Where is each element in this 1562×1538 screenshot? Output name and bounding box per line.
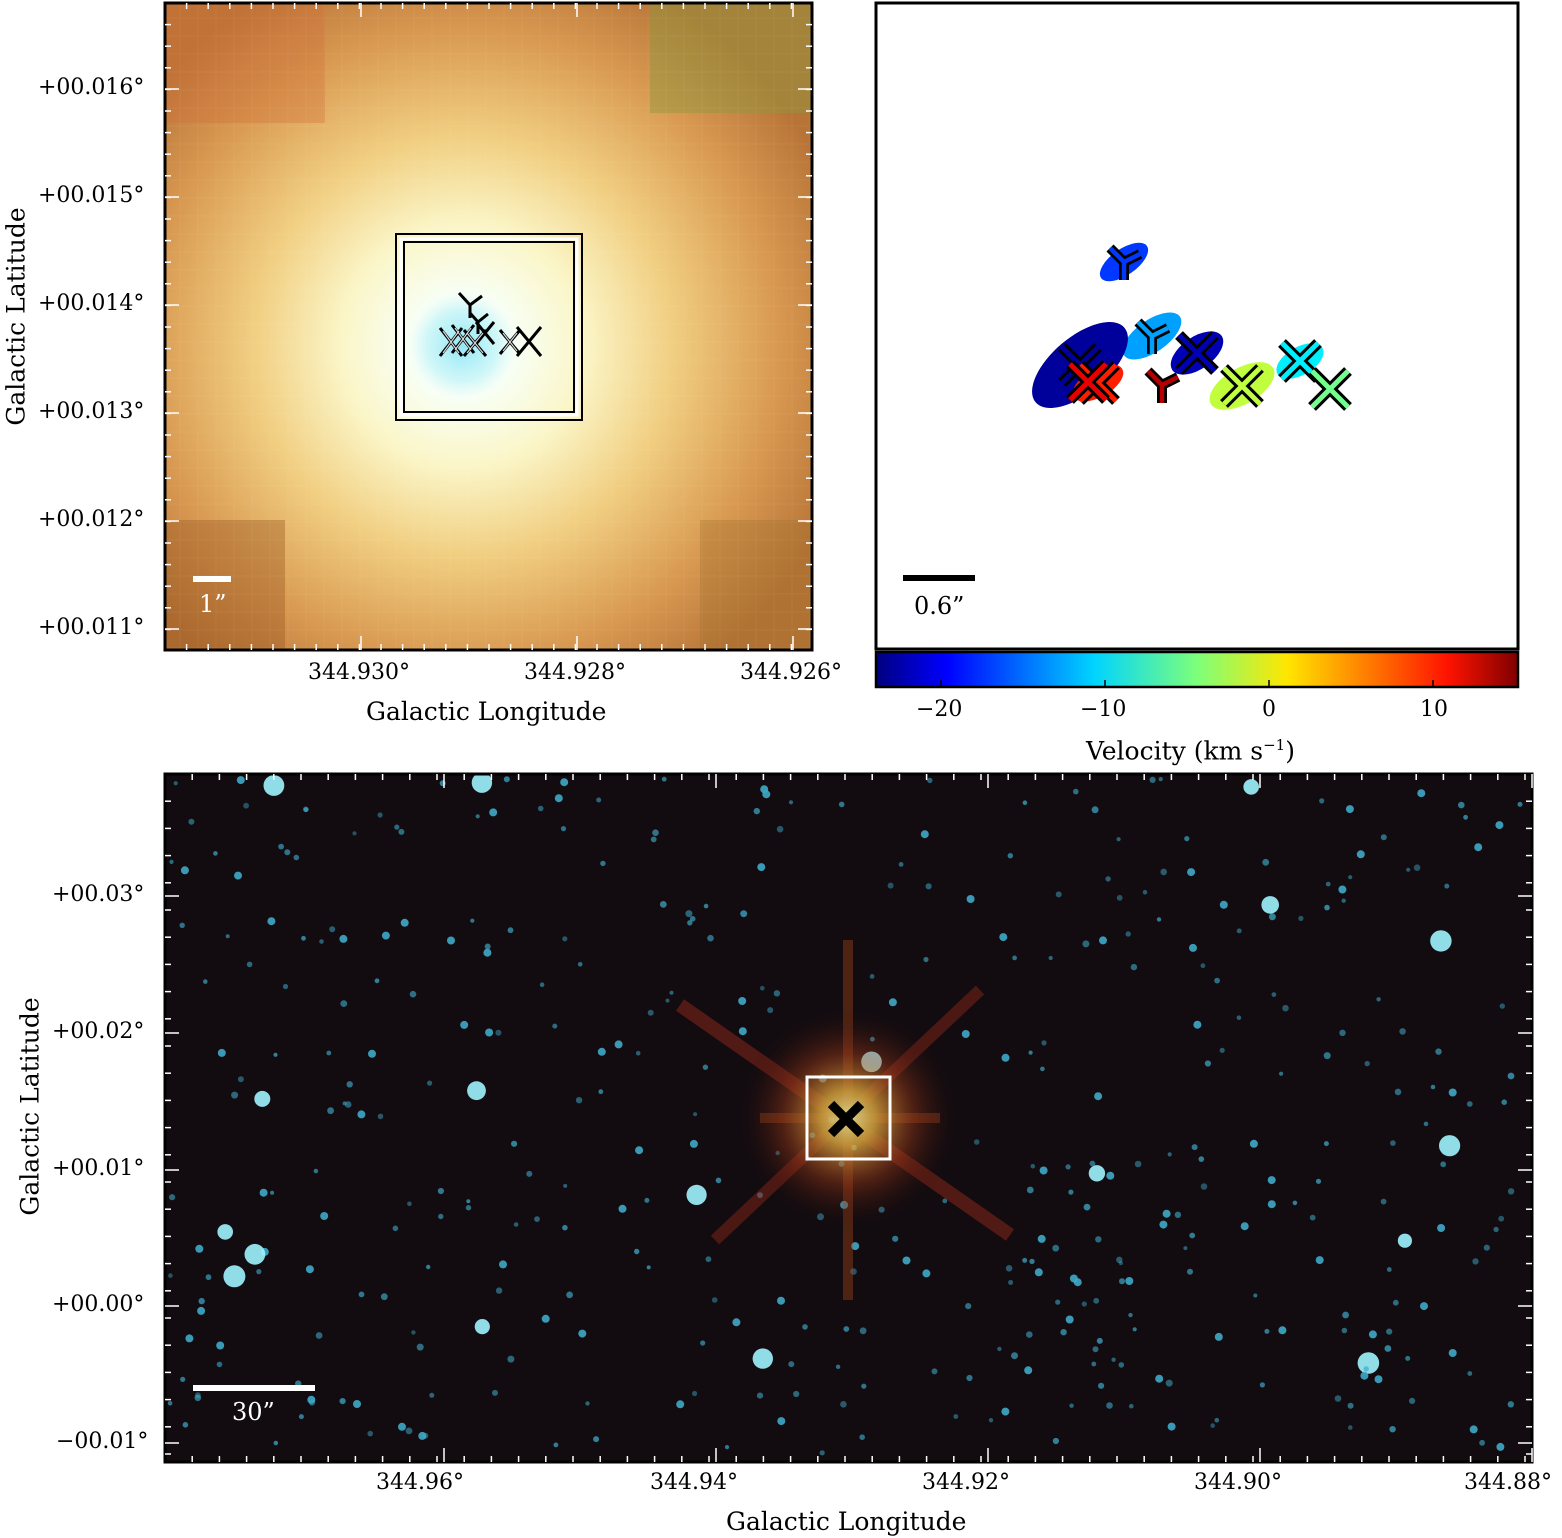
tl-scale-bar-label: 1” — [199, 590, 227, 618]
tl-x-tick-3: 344.926° — [740, 660, 842, 685]
tr-scale-bar-label: 0.6” — [914, 592, 965, 620]
b-x-tick-3: 344.92° — [922, 1470, 1010, 1495]
tl-x-tick-1: 344.930° — [308, 660, 410, 685]
maser-spot-5 — [1209, 362, 1275, 410]
maser-spot-2 — [1122, 312, 1182, 360]
cbar-tick-4: 10 — [1420, 697, 1448, 722]
tl-y-tick-2: +00.015° — [38, 183, 145, 208]
cbar-tick-2: −10 — [1080, 697, 1127, 722]
cbar-tick-1: −20 — [916, 697, 963, 722]
maser-spot-7 — [1308, 367, 1352, 411]
b-x-axis-label: Galactic Longitude — [726, 1507, 967, 1536]
bottom-wide-field-image — [165, 772, 1532, 1462]
top-left-image — [165, 3, 812, 650]
tl-x-tick-2: 344.928° — [524, 660, 626, 685]
maser-spot-1 — [1099, 242, 1149, 282]
b-x-tick-4: 344.90° — [1194, 1470, 1282, 1495]
tl-y-tick-4: +00.013° — [38, 399, 145, 424]
tl-y-tick-1: +00.016° — [38, 75, 145, 100]
b-scale-bar-label: 30” — [232, 1398, 275, 1426]
b-y-tick-3: +00.01° — [52, 1156, 145, 1181]
b-y-tick-2: +00.02° — [52, 1019, 145, 1044]
cbar-tick-3: 0 — [1262, 697, 1276, 722]
maser-spot-3 — [1170, 331, 1224, 375]
b-x-tick-2: 344.94° — [650, 1470, 738, 1495]
b-x-tick-1: 344.96° — [376, 1470, 464, 1495]
b-y-tick-4: +00.00° — [52, 1292, 145, 1317]
cbar-label: Velocity (km s−1) — [1086, 736, 1295, 766]
top-right-spot-map — [874, 1, 1520, 651]
tl-y-tick-5: +00.012° — [38, 507, 145, 532]
cbar-label-exponent: −1 — [1263, 736, 1286, 754]
velocity-colorbar — [874, 650, 1520, 689]
b-y-axis-label: Galactic Latitude — [15, 997, 45, 1216]
tl-x-axis-label: Galactic Longitude — [366, 697, 607, 726]
maser-spot-10 — [1066, 360, 1110, 404]
b-x-tick-5: 344.88° — [1464, 1470, 1552, 1495]
b-y-tick-5: −00.01° — [56, 1429, 149, 1454]
tl-y-tick-3: +00.014° — [38, 291, 145, 316]
b-y-tick-1: +00.03° — [52, 882, 145, 907]
maser-spot-4 — [1144, 367, 1181, 403]
tl-y-tick-6: +00.011° — [38, 615, 145, 640]
tl-y-axis-label: Galactic Latitude — [1, 207, 31, 426]
